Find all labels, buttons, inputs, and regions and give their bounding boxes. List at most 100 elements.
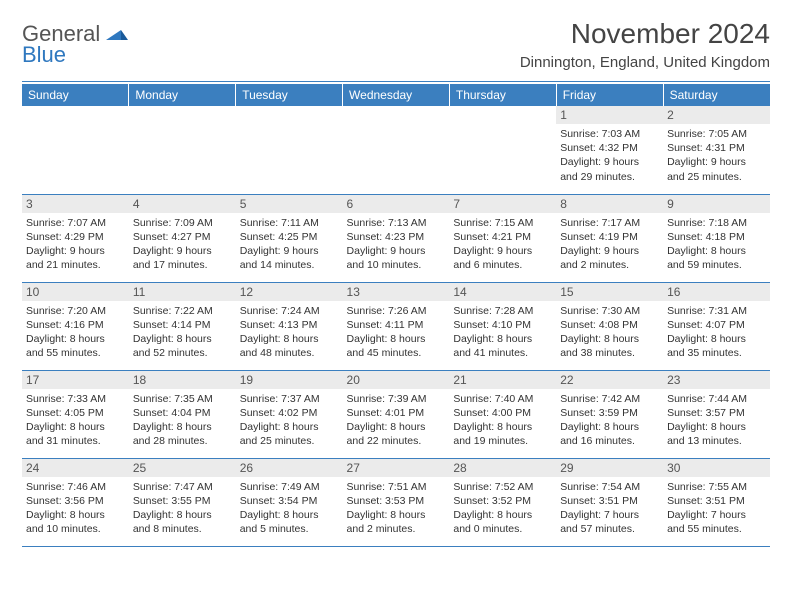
daylight-line2: and 2 minutes. [347,522,446,536]
calendar-cell [22,106,129,194]
sunset: Sunset: 4:29 PM [26,230,125,244]
day-data: Sunrise: 7:22 AMSunset: 4:14 PMDaylight:… [129,301,236,365]
daylight-line2: and 48 minutes. [240,346,339,360]
arrow-icon [106,21,128,46]
calendar-cell: 11Sunrise: 7:22 AMSunset: 4:14 PMDayligh… [129,282,236,370]
calendar-cell: 19Sunrise: 7:37 AMSunset: 4:02 PMDayligh… [236,370,343,458]
day-data: Sunrise: 7:31 AMSunset: 4:07 PMDaylight:… [663,301,770,365]
calendar-week: 24 Sunrise: 7:46 AMSunset: 3:56 PM Dayligh… [22,458,770,546]
sunset: Sunset: 3:54 PM [240,494,339,508]
daylight-line1: Daylight: 8 hours [240,332,339,346]
daylight-line2: and 0 minutes. [453,522,552,536]
sunrise: Sunrise: 7:46 AM [26,480,125,494]
calendar-cell: 1Sunrise: 7:03 AMSunset: 4:32 PMDaylight… [556,106,663,194]
day-data: Sunrise: 7:18 AMSunset: 4:18 PMDaylight:… [663,213,770,277]
day-number: 24 [22,459,129,477]
daylight-line1: Daylight: 9 hours [347,244,446,258]
calendar-cell: 14Sunrise: 7:28 AMSunset: 4:10 PMDayligh… [449,282,556,370]
sunset: Sunset: 4:00 PM [453,406,552,420]
top-rule [22,81,770,82]
day-data: Sunrise: 7:05 AMSunset: 4:31 PMDaylight:… [663,124,770,188]
day-number: 4 [129,195,236,213]
day-number: 15 [556,283,663,301]
day-number: 18 [129,371,236,389]
sunrise: Sunrise: 7:24 AM [240,304,339,318]
day-header: Sunday [22,84,129,106]
day-number: 28 [449,459,556,477]
sunset: Sunset: 4:11 PM [347,318,446,332]
daylight-line1: Daylight: 8 hours [453,332,552,346]
calendar-cell: 12Sunrise: 7:24 AMSunset: 4:13 PMDayligh… [236,282,343,370]
calendar-cell: 24Sunrise: 7:46 AMSunset: 3:56 PMDayligh… [22,458,129,546]
day-number: 7 [449,195,556,213]
calendar-cell: 29Sunrise: 7:54 AMSunset: 3:51 PMDayligh… [556,458,663,546]
daylight-line2: and 6 minutes. [453,258,552,272]
sunset: Sunset: 4:04 PM [133,406,232,420]
sunrise: Sunrise: 7:33 AM [26,392,125,406]
calendar-cell [343,106,450,194]
day-data: Sunrise: 7:11 AMSunset: 4:25 PMDaylight:… [236,213,343,277]
header-row: General Blue November 2024 Dinnington, E… [22,18,770,71]
calendar-cell: 25Sunrise: 7:47 AMSunset: 3:55 PMDayligh… [129,458,236,546]
daylight-line1: Daylight: 8 hours [560,332,659,346]
day-number: 17 [22,371,129,389]
sunrise: Sunrise: 7:11 AM [240,216,339,230]
sunset: Sunset: 3:56 PM [26,494,125,508]
sunset: Sunset: 3:52 PM [453,494,552,508]
daylight-line2: and 55 minutes. [667,522,766,536]
calendar-cell: 9Sunrise: 7:18 AMSunset: 4:18 PMDaylight… [663,194,770,282]
calendar-cell: 23Sunrise: 7:44 AMSunset: 3:57 PMDayligh… [663,370,770,458]
sunset: Sunset: 3:53 PM [347,494,446,508]
daylight-line1: Daylight: 9 hours [667,155,766,169]
daylight-line1: Daylight: 8 hours [133,332,232,346]
daylight-line1: Daylight: 8 hours [133,420,232,434]
daylight-line2: and 35 minutes. [667,346,766,360]
day-data: Sunrise: 7:09 AMSunset: 4:27 PMDaylight:… [129,213,236,277]
sunrise: Sunrise: 7:54 AM [560,480,659,494]
day-data: Sunrise: 7:54 AMSunset: 3:51 PMDaylight:… [556,477,663,541]
day-number: 22 [556,371,663,389]
day-data: Sunrise: 7:24 AMSunset: 4:13 PMDaylight:… [236,301,343,365]
sunrise: Sunrise: 7:49 AM [240,480,339,494]
sunset: Sunset: 4:16 PM [26,318,125,332]
calendar-week: 3Sunrise: 7:07 AMSunset: 4:29 PMDaylight… [22,194,770,282]
daylight-line1: Daylight: 8 hours [347,420,446,434]
sunset: Sunset: 4:27 PM [133,230,232,244]
day-header: Saturday [663,84,770,106]
sunrise: Sunrise: 7:47 AM [133,480,232,494]
calendar-cell: 7Sunrise: 7:15 AMSunset: 4:21 PMDaylight… [449,194,556,282]
title-block: November 2024 Dinnington, England, Unite… [520,18,770,71]
day-number: 16 [663,283,770,301]
sunset: Sunset: 4:18 PM [667,230,766,244]
day-number: 2 [663,106,770,124]
day-data: Sunrise: 7:15 AMSunset: 4:21 PMDaylight:… [449,213,556,277]
calendar-week: 10Sunrise: 7:20 AMSunset: 4:16 PMDayligh… [22,282,770,370]
calendar-cell: 6Sunrise: 7:13 AMSunset: 4:23 PMDaylight… [343,194,450,282]
daylight-line1: Daylight: 8 hours [347,332,446,346]
calendar-body: 1Sunrise: 7:03 AMSunset: 4:32 PMDaylight… [22,106,770,546]
sunset: Sunset: 3:57 PM [667,406,766,420]
daylight-line1: Daylight: 7 hours [667,508,766,522]
sunrise: Sunrise: 7:42 AM [560,392,659,406]
sunset: Sunset: 4:13 PM [240,318,339,332]
day-header: Friday [556,84,663,106]
day-number: 10 [22,283,129,301]
sunrise: Sunrise: 7:26 AM [347,304,446,318]
day-number: 26 [236,459,343,477]
sunrise: Sunrise: 7:03 AM [560,127,659,141]
sunset: Sunset: 4:21 PM [453,230,552,244]
daylight-line2: and 22 minutes. [347,434,446,448]
logo: General Blue [22,18,128,66]
day-data: Sunrise: 7:13 AMSunset: 4:23 PMDaylight:… [343,213,450,277]
day-data: Sunrise: 7:28 AMSunset: 4:10 PMDaylight:… [449,301,556,365]
sunrise: Sunrise: 7:09 AM [133,216,232,230]
day-data: Sunrise: 7:33 AMSunset: 4:05 PMDaylight:… [22,389,129,453]
calendar-cell: 3Sunrise: 7:07 AMSunset: 4:29 PMDaylight… [22,194,129,282]
daylight-line2: and 38 minutes. [560,346,659,360]
daylight-line2: and 25 minutes. [667,170,766,184]
day-header: Wednesday [343,84,450,106]
sunrise: Sunrise: 7:40 AM [453,392,552,406]
calendar-cell: 21Sunrise: 7:40 AMSunset: 4:00 PMDayligh… [449,370,556,458]
calendar-cell: 17Sunrise: 7:33 AMSunset: 4:05 PMDayligh… [22,370,129,458]
calendar-week: 1Sunrise: 7:03 AMSunset: 4:32 PMDaylight… [22,106,770,194]
